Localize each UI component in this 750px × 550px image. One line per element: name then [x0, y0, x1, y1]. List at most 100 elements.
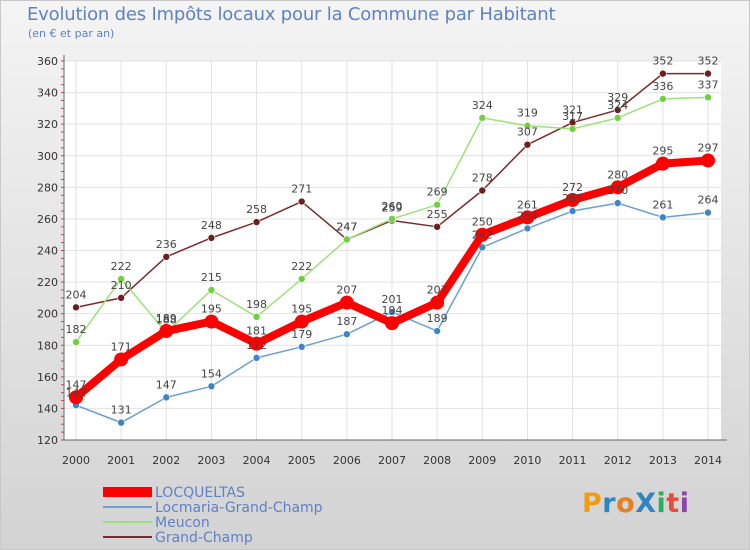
data-point-grand-champ [297, 197, 306, 206]
data-label-grand-champ: 248 [201, 219, 222, 232]
data-label-grand-champ: 204 [66, 288, 87, 301]
y-tick-label: 200 [37, 308, 58, 321]
data-label-locqueltas: 297 [698, 141, 719, 154]
data-label-locmaria-grand-champ: 254 [517, 209, 538, 222]
data-point-locqueltas [520, 210, 535, 225]
data-point-locmaria-grand-champ [252, 354, 261, 362]
y-tick-label: 240 [37, 245, 58, 258]
data-point-locqueltas [701, 153, 715, 168]
data-point-meucon [613, 114, 622, 122]
y-tick-label: 340 [37, 87, 58, 100]
data-label-meucon: 269 [427, 186, 448, 199]
data-label-meucon: 188 [156, 314, 177, 327]
y-tick-label: 300 [37, 150, 58, 163]
data-point-grand-champ [523, 140, 532, 149]
x-tick-label: 2005 [288, 454, 316, 467]
data-label-locqueltas: 272 [562, 181, 583, 194]
data-point-meucon [704, 93, 712, 102]
data-label-grand-champ: 255 [427, 208, 448, 221]
data-label-grand-champ: 271 [291, 183, 312, 196]
y-tick-label: 320 [37, 118, 58, 131]
x-tick-label: 2000 [62, 454, 90, 467]
data-point-meucon [252, 313, 261, 321]
data-point-grand-champ [613, 106, 622, 114]
y-tick-label: 260 [37, 213, 58, 226]
data-point-grand-champ [72, 303, 80, 312]
proxiti-logo: ProXiti [582, 488, 689, 519]
data-label-grand-champ: 258 [246, 203, 267, 216]
data-label-grand-champ: 352 [652, 55, 673, 68]
data-point-locqueltas [249, 336, 264, 351]
x-tick-label: 2010 [513, 454, 541, 467]
data-label-locqueltas: 195 [291, 303, 312, 316]
data-point-locmaria-grand-champ [568, 207, 577, 215]
data-point-meucon [523, 121, 532, 130]
logo-letter: i [656, 488, 667, 519]
data-point-meucon [478, 114, 487, 122]
data-point-meucon [343, 235, 351, 244]
data-point-grand-champ [433, 223, 441, 231]
x-tick-label: 2007 [378, 454, 406, 467]
data-label-locqueltas: 194 [382, 304, 403, 317]
data-point-locqueltas [294, 314, 309, 329]
data-point-meucon [659, 95, 667, 103]
legend-label-meucon: Meucon [155, 515, 210, 531]
data-point-locqueltas [475, 227, 490, 242]
data-point-locmaria-grand-champ [388, 308, 396, 316]
y-tick-label: 120 [37, 434, 58, 447]
x-tick-label: 2002 [152, 454, 180, 467]
data-label-locmaria-grand-champ: 147 [156, 378, 177, 391]
data-label-meucon: 336 [652, 80, 673, 93]
legend: LOCQUELTASLocmaria-Grand-ChampMeuconGran… [103, 485, 323, 546]
data-point-locqueltas [159, 324, 174, 339]
data-label-locqueltas: 189 [156, 312, 177, 325]
data-label-meucon: 319 [517, 107, 538, 120]
data-point-grand-champ [162, 253, 171, 261]
logo-letter: P [582, 488, 603, 519]
data-label-grand-champ: 321 [562, 104, 583, 117]
data-label-locqueltas: 171 [111, 340, 132, 353]
data-point-locqueltas [114, 352, 129, 367]
data-point-grand-champ [704, 69, 712, 78]
logo-letter: i [679, 488, 690, 519]
data-point-grand-champ [117, 294, 125, 302]
data-point-meucon [433, 200, 441, 209]
data-label-meucon: 215 [201, 271, 222, 284]
series-lines [69, 69, 715, 427]
data-label-locqueltas: 207 [427, 284, 448, 297]
data-point-locmaria-grand-champ [343, 330, 351, 338]
data-label-grand-champ: 247 [336, 220, 357, 233]
x-tick-label: 2001 [107, 454, 135, 467]
data-point-locmaria-grand-champ [207, 382, 216, 391]
data-point-locqueltas [430, 295, 445, 310]
data-point-locmaria-grand-champ [659, 213, 667, 222]
data-label-locqueltas: 207 [336, 284, 357, 297]
data-point-grand-champ [252, 218, 261, 226]
data-point-locmaria-grand-champ [613, 199, 622, 207]
legend-label-grand-champ: Grand-Champ [155, 530, 253, 546]
axes: 120 140 160 180 200 220 240 260 280 300 320 340 360 2… [37, 55, 727, 467]
data-point-grand-champ [478, 186, 487, 195]
data-label-meucon: 222 [291, 260, 312, 273]
chart-title: Evolution des Impôts locaux pour la Comm… [27, 4, 556, 25]
data-label-meucon: 247 [336, 220, 357, 233]
data-point-locmaria-grand-champ [433, 327, 441, 335]
data-point-locqueltas [385, 316, 399, 331]
data-point-locmaria-grand-champ [117, 418, 125, 427]
data-point-meucon [207, 286, 216, 294]
data-label-grand-champ: 307 [517, 126, 538, 139]
y-tick-label: 220 [37, 276, 58, 289]
x-tick-label: 2008 [423, 454, 451, 467]
data-point-locqueltas [565, 192, 580, 207]
data-label-locmaria-grand-champ: 242 [472, 228, 493, 241]
data-point-locqueltas [204, 314, 219, 329]
data-label-locmaria-grand-champ: 187 [336, 315, 357, 328]
data-label-grand-champ: 259 [382, 201, 403, 214]
data-point-meucon [388, 215, 396, 223]
data-point-meucon [117, 275, 125, 283]
x-tick-label: 2011 [559, 454, 587, 467]
data-label-locqueltas: 195 [201, 303, 222, 316]
data-label-meucon: 324 [607, 99, 628, 112]
